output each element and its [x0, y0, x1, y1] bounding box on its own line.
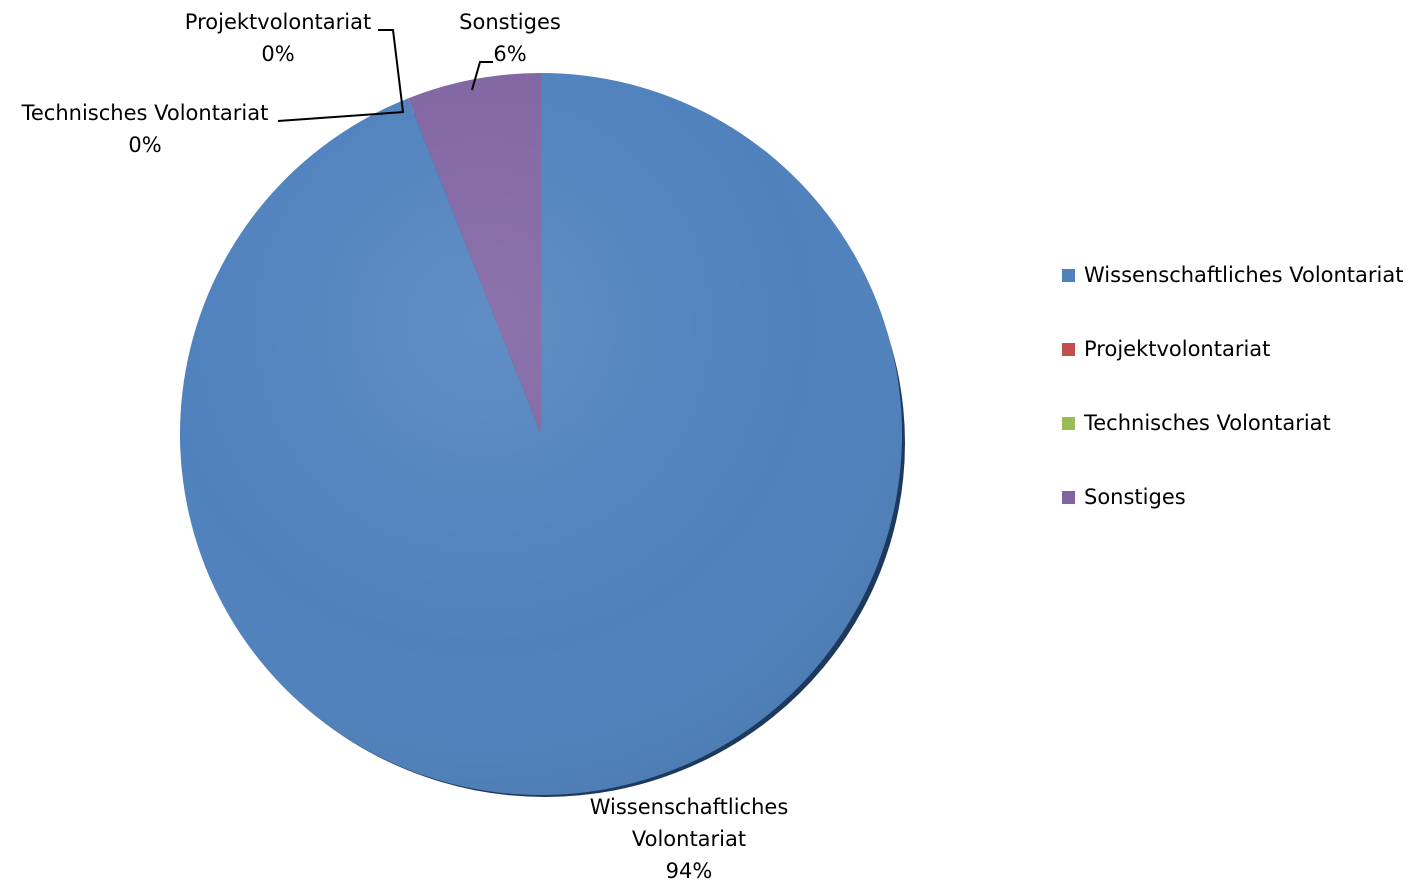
- legend-swatch: [1062, 417, 1075, 430]
- data-labels: Wissenschaftliches Volontariat 94% Projektv…: [21, 10, 789, 883]
- data-label-line: Sonstiges: [459, 10, 561, 34]
- data-label-line: 0%: [261, 42, 294, 66]
- data-label-line: 0%: [128, 133, 161, 157]
- legend-swatch: [1062, 491, 1075, 504]
- data-label-wissenschaftliches-volontariat: Wissenschaftliches Volontariat 94%: [590, 795, 789, 883]
- data-label-line: Volontariat: [632, 827, 746, 851]
- legend-swatch: [1062, 269, 1075, 282]
- legend-swatch: [1062, 343, 1075, 356]
- legend-label: Sonstiges: [1084, 485, 1186, 509]
- data-label-line: Technisches Volontariat: [21, 101, 269, 125]
- legend-item: Wissenschaftliches Volontariat: [1062, 258, 1403, 332]
- leader-line: [378, 29, 404, 113]
- data-label-sonstiges: Sonstiges 6%: [459, 10, 561, 66]
- data-label-line: 6%: [493, 42, 526, 66]
- leader-line: [471, 61, 493, 91]
- legend-item: Sonstiges: [1062, 480, 1403, 554]
- data-label-technisches-volontariat: Technisches Volontariat 0%: [21, 101, 269, 157]
- legend: Wissenschaftliches Volontariat Projektvo…: [1062, 258, 1403, 554]
- data-label-line: Projektvolontariat: [185, 10, 371, 34]
- data-label-line: 94%: [666, 859, 713, 883]
- legend-label: Projektvolontariat: [1084, 337, 1271, 361]
- legend-item: Technisches Volontariat: [1062, 406, 1403, 480]
- legend-item: Projektvolontariat: [1062, 332, 1403, 406]
- leader-line: [277, 111, 405, 122]
- pie-slices: [179, 73, 902, 795]
- leader-lines: [277, 29, 493, 122]
- data-label-projektvolontariat: Projektvolontariat 0%: [185, 10, 371, 66]
- data-label-line: Wissenschaftliches: [590, 795, 789, 819]
- legend-label: Wissenschaftliches Volontariat: [1084, 263, 1404, 287]
- legend-label: Technisches Volontariat: [1084, 411, 1331, 435]
